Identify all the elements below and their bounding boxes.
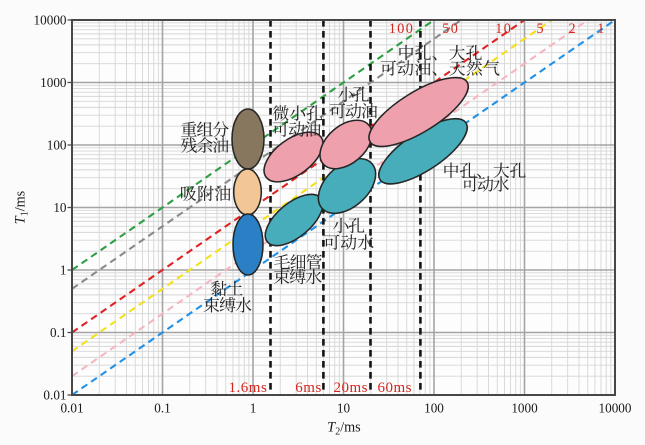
svg-text:T1/ms: T1/ms <box>12 190 30 224</box>
svg-text:10000: 10000 <box>599 400 632 415</box>
svg-text:10000: 10000 <box>34 12 67 27</box>
svg-text:100: 100 <box>47 137 67 152</box>
svg-text:1000: 1000 <box>40 75 67 90</box>
svg-text:10: 10 <box>495 21 512 37</box>
svg-text:0.01: 0.01 <box>60 400 83 415</box>
svg-text:1: 1 <box>250 400 257 415</box>
svg-text:100: 100 <box>424 400 444 415</box>
svg-text:10: 10 <box>53 200 67 215</box>
svg-text:10: 10 <box>337 400 351 415</box>
svg-text:1.6ms: 1.6ms <box>229 380 268 396</box>
svg-text:100: 100 <box>389 21 414 37</box>
svg-text:0.1: 0.1 <box>154 400 170 415</box>
svg-text:0.01: 0.01 <box>43 387 66 402</box>
svg-text:T2/ms: T2/ms <box>327 420 361 438</box>
svg-text:60ms: 60ms <box>377 380 412 396</box>
svg-text:2: 2 <box>568 21 577 37</box>
svg-text:6ms: 6ms <box>295 380 322 396</box>
svg-text:1: 1 <box>597 21 606 37</box>
svg-text:20ms: 20ms <box>333 380 368 396</box>
svg-text:1000: 1000 <box>511 400 538 415</box>
svg-text:5: 5 <box>536 21 545 37</box>
svg-text:50: 50 <box>442 21 459 37</box>
svg-text:1: 1 <box>60 262 67 277</box>
svg-text:0.1: 0.1 <box>50 325 66 340</box>
